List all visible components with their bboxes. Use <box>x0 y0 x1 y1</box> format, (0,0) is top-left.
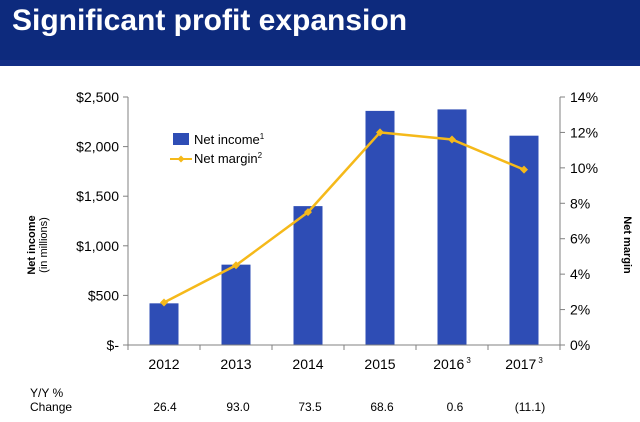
legend: Net income1 Net margin2 <box>170 132 265 166</box>
yoy-change-2014: 73.5 <box>298 400 322 414</box>
yoy-label-line1: Y/Y % <box>30 386 64 400</box>
net-margin-point <box>376 128 384 137</box>
right-axis-tick-label: 4% <box>570 266 590 282</box>
x-axis-tick-label: 2017 3 <box>505 356 543 372</box>
x-axis-ticks: 2012 2013 2014 2015 2016 3 2017 3 <box>127 344 561 372</box>
x-axis-tick-label: 2013 <box>220 356 251 372</box>
net-margin-point <box>520 165 528 174</box>
line-series <box>160 128 528 307</box>
x-axis-tick-label: 2015 <box>364 356 395 372</box>
net-margin-point <box>160 298 168 307</box>
right-axis-tick-label: 14% <box>570 89 598 105</box>
left-axis-tick-label: $1,500 <box>76 188 119 204</box>
right-axis-tick-label: 8% <box>570 195 590 211</box>
title-banner: Significant profit expansion <box>0 0 640 66</box>
legend-net-margin-label: Net margin2 <box>194 151 263 166</box>
net-margin-point <box>232 261 240 270</box>
net-margin-point <box>448 135 456 144</box>
right-axis: 0% 2% 4% 6% 8% 10% 12% 14% <box>559 89 598 353</box>
net-income-bar <box>293 206 323 345</box>
yoy-change-2015: 68.6 <box>370 400 394 414</box>
left-axis-tick-label: $1,000 <box>76 238 119 254</box>
legend-net-income-swatch <box>173 133 189 145</box>
right-axis-tick-label: 0% <box>570 337 590 353</box>
net-income-bar <box>149 303 179 345</box>
yoy-change-2012: 26.4 <box>153 400 177 414</box>
right-axis-title: Net margin <box>621 216 633 274</box>
net-margin-point <box>304 208 312 217</box>
x-axis-tick-label: 2012 <box>148 356 179 372</box>
net-margin-line <box>163 131 525 304</box>
yoy-label-line2: Change <box>30 400 73 414</box>
x-axis-tick-label: 2016 3 <box>433 356 471 372</box>
net-income-bar <box>437 109 467 346</box>
title-banner-rule <box>0 60 640 66</box>
yoy-change-2016: 0.6 <box>446 400 464 414</box>
yoy-change-2013: 93.0 <box>226 400 250 414</box>
left-axis-tick-label: $2,000 <box>76 139 119 155</box>
left-axis-title: Net income <box>26 215 38 274</box>
bar-series <box>149 109 539 346</box>
net-income-margin-chart: $- $500 $1,000 $1,500 $2,000 $2,500 0% 2% 4% 6% 8… <box>26 89 633 372</box>
legend-net-margin-marker <box>177 155 185 163</box>
left-axis-tick-label: $500 <box>88 287 119 303</box>
net-income-bar <box>365 110 395 345</box>
yoy-change-2017: (11.1) <box>514 400 546 414</box>
left-axis-subtitle: (in millions) <box>38 217 50 273</box>
right-axis-tick-label: 10% <box>570 160 598 176</box>
right-axis-tick-label: 12% <box>570 124 598 140</box>
page-title: Significant profit expansion <box>12 4 408 37</box>
right-axis-tick-label: 6% <box>570 231 590 247</box>
right-axis-tick-label: 2% <box>570 302 590 318</box>
left-axis: $- $500 $1,000 $1,500 $2,000 $2,500 <box>76 89 129 353</box>
left-axis-tick-label: $- <box>107 337 120 353</box>
left-axis-tick-label: $2,500 <box>76 89 119 105</box>
x-axis-tick-label: 2014 <box>292 356 323 372</box>
legend-net-income-label: Net income1 <box>194 132 265 147</box>
net-income-bar <box>221 264 251 345</box>
